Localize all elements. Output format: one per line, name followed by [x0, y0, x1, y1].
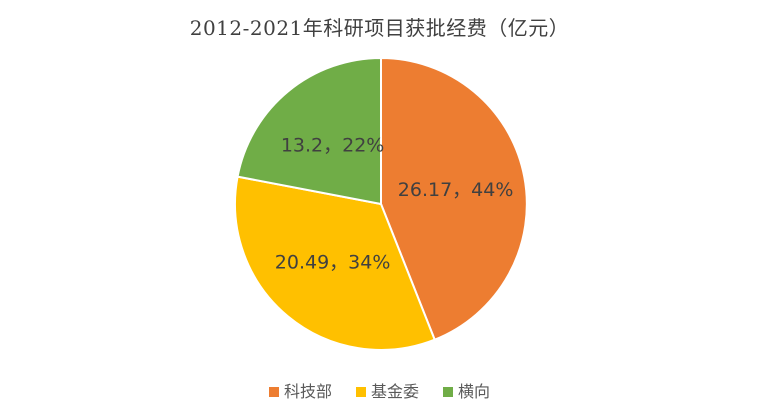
- pie-slice-1: [234, 175, 436, 351]
- pie-slice-2: [236, 57, 382, 205]
- slice-label-2: 13.2，22%: [281, 135, 385, 157]
- legend-swatch-2: [443, 387, 453, 397]
- chart-legend: 科技部 基金委 横向: [0, 384, 759, 400]
- legend-item-2: 横向: [443, 384, 490, 400]
- chart-title: 2012-2021年科研项目获批经费（亿元）: [189, 16, 570, 40]
- legend-item-1: 基金委: [355, 382, 419, 401]
- legend-swatch-0: [268, 387, 279, 397]
- legend-label-1: 基金委: [370, 382, 419, 401]
- legend-swatch-1: [355, 387, 366, 397]
- legend-item-0: 科技部: [268, 382, 332, 401]
- legend-label-0: 科技部: [283, 382, 332, 401]
- slice-label-0: 26.17，44%: [398, 179, 514, 201]
- pie-slice-0: [380, 57, 528, 341]
- slice-label-1: 20.49，34%: [275, 252, 391, 274]
- legend-label-2: 横向: [458, 382, 491, 401]
